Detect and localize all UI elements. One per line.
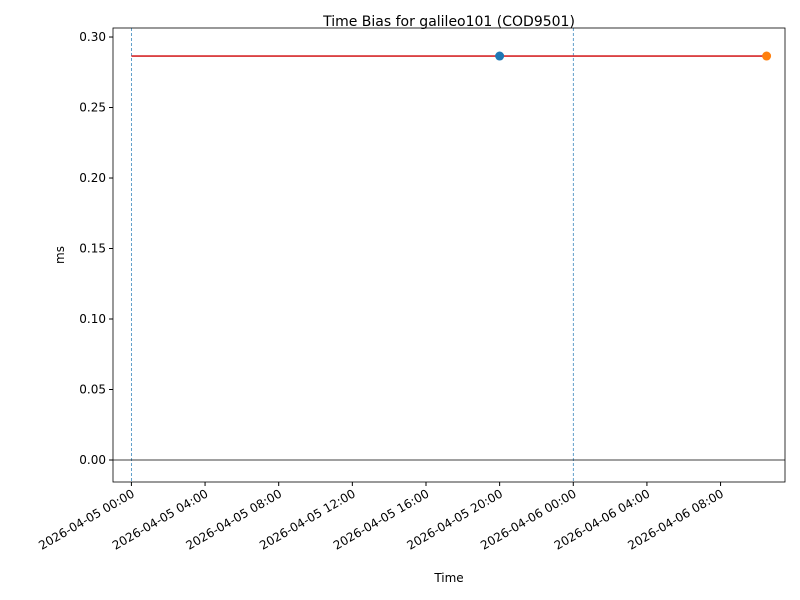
- y-tick-label: 0.20: [79, 171, 106, 185]
- y-tick-label: 0.15: [79, 242, 106, 256]
- y-tick-label: 0.30: [79, 30, 106, 44]
- y-tick-label: 0.00: [79, 453, 106, 467]
- y-tick-label: 0.10: [79, 312, 106, 326]
- point: [762, 51, 772, 61]
- point: [495, 51, 505, 61]
- chart-title: Time Bias for galileo101 (COD9501): [322, 14, 575, 30]
- x-axis-label: Time: [433, 571, 463, 585]
- y-tick-label: 0.05: [79, 383, 106, 397]
- plot-frame: [112, 27, 786, 483]
- y-tick-label: 0.25: [79, 101, 106, 115]
- y-axis-label: ms: [53, 246, 67, 264]
